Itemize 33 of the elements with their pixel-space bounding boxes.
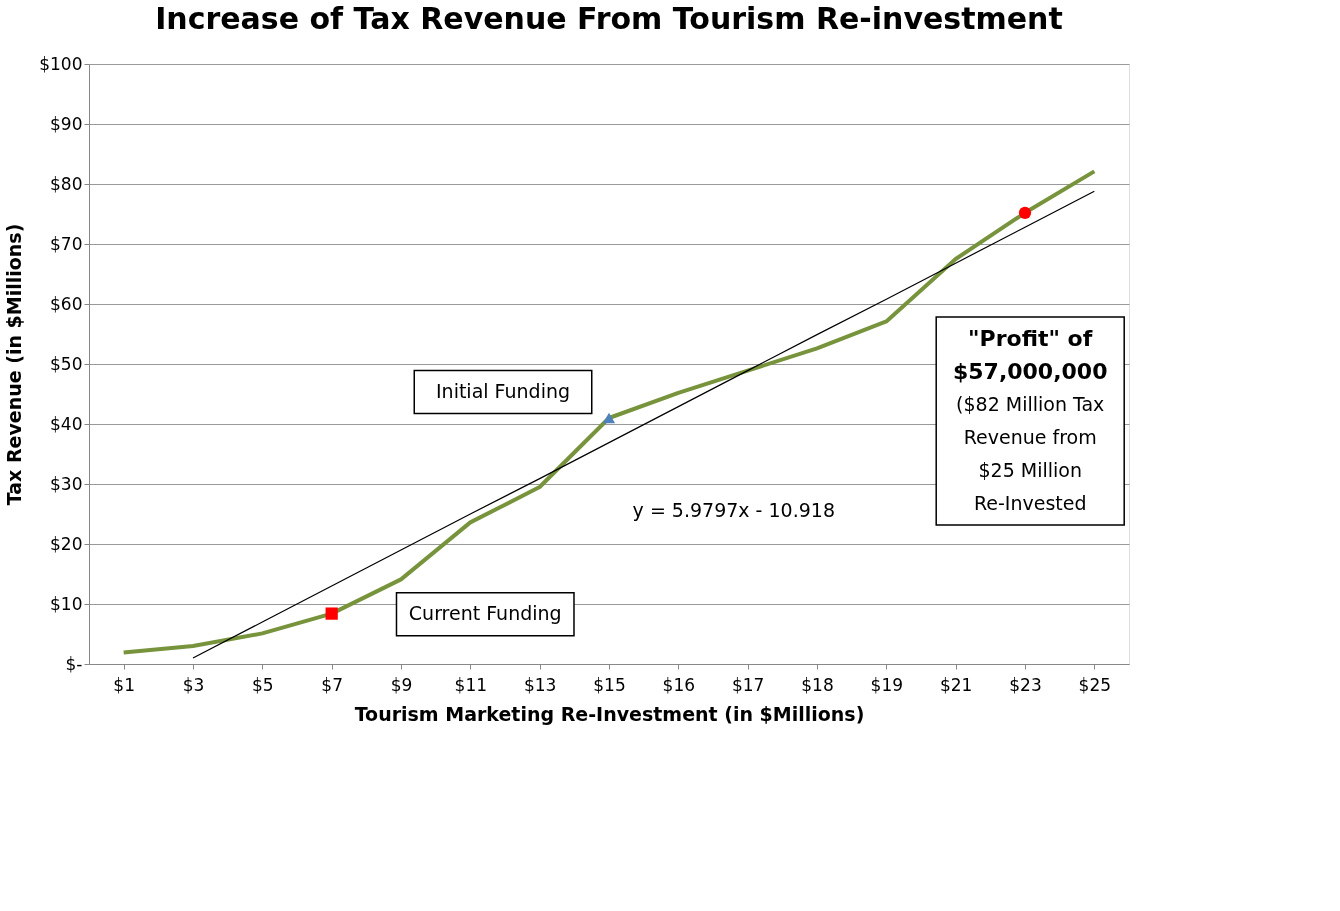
annotation: Current Funding — [408, 602, 562, 625]
x-tick-label: $23 — [1009, 674, 1042, 695]
x-tick-label: $11 — [454, 674, 488, 695]
x-tick-label: $15 — [593, 674, 626, 695]
y-axis-title: Tax Revenue (in $Millions) — [3, 223, 26, 506]
x-tick-label: $13 — [523, 674, 557, 695]
x-tick-label: $7 — [321, 674, 343, 695]
x-tick-label: $21 — [939, 674, 973, 695]
y-tick-label: $80 — [50, 173, 83, 194]
chart-title: Increase of Tax Revenue From Tourism Re-investment — [155, 1, 1063, 36]
y-tick-label: $- — [65, 653, 83, 674]
x-tick-label: $25 — [1078, 674, 1112, 695]
x-tick-label: $5 — [252, 674, 274, 695]
x-tick-label: $17 — [731, 674, 765, 695]
y-tick-label: $10 — [50, 593, 83, 614]
y-tick-label: $20 — [50, 533, 83, 554]
annotation: "Profit" of $57,000,000 ($82 Million Tax Revenue from $25 Million Re-Invested — [952, 325, 1108, 514]
x-tick-label: $16 — [662, 674, 696, 695]
annotation: Initial Funding — [435, 380, 571, 402]
y-tick-label: $60 — [50, 293, 83, 314]
y-tick-label: $90 — [50, 113, 83, 134]
x-tick-label: $3 — [182, 674, 205, 695]
x-tick-label: $18 — [801, 674, 834, 695]
y-tick-label: $70 — [50, 233, 83, 254]
x-axis-title: Tourism Marketing Re-Investment (in $Millions) — [354, 702, 865, 725]
x-tick-label: $9 — [390, 674, 413, 695]
y-tick-label: $40 — [50, 413, 83, 434]
x-tick-label: $19 — [870, 674, 904, 695]
y-tick-label: $100 — [39, 53, 83, 74]
x-tick-label: $1 — [113, 674, 135, 695]
y-tick-label: $30 — [50, 473, 83, 494]
annotation: y = 5.9797x - 10.918 — [632, 499, 835, 521]
y-tick-label: $50 — [50, 353, 83, 374]
